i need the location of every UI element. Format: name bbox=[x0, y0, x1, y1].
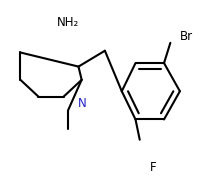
Text: N: N bbox=[78, 97, 87, 110]
Text: NH₂: NH₂ bbox=[57, 16, 79, 29]
Text: Br: Br bbox=[180, 30, 193, 43]
Text: F: F bbox=[150, 161, 157, 173]
